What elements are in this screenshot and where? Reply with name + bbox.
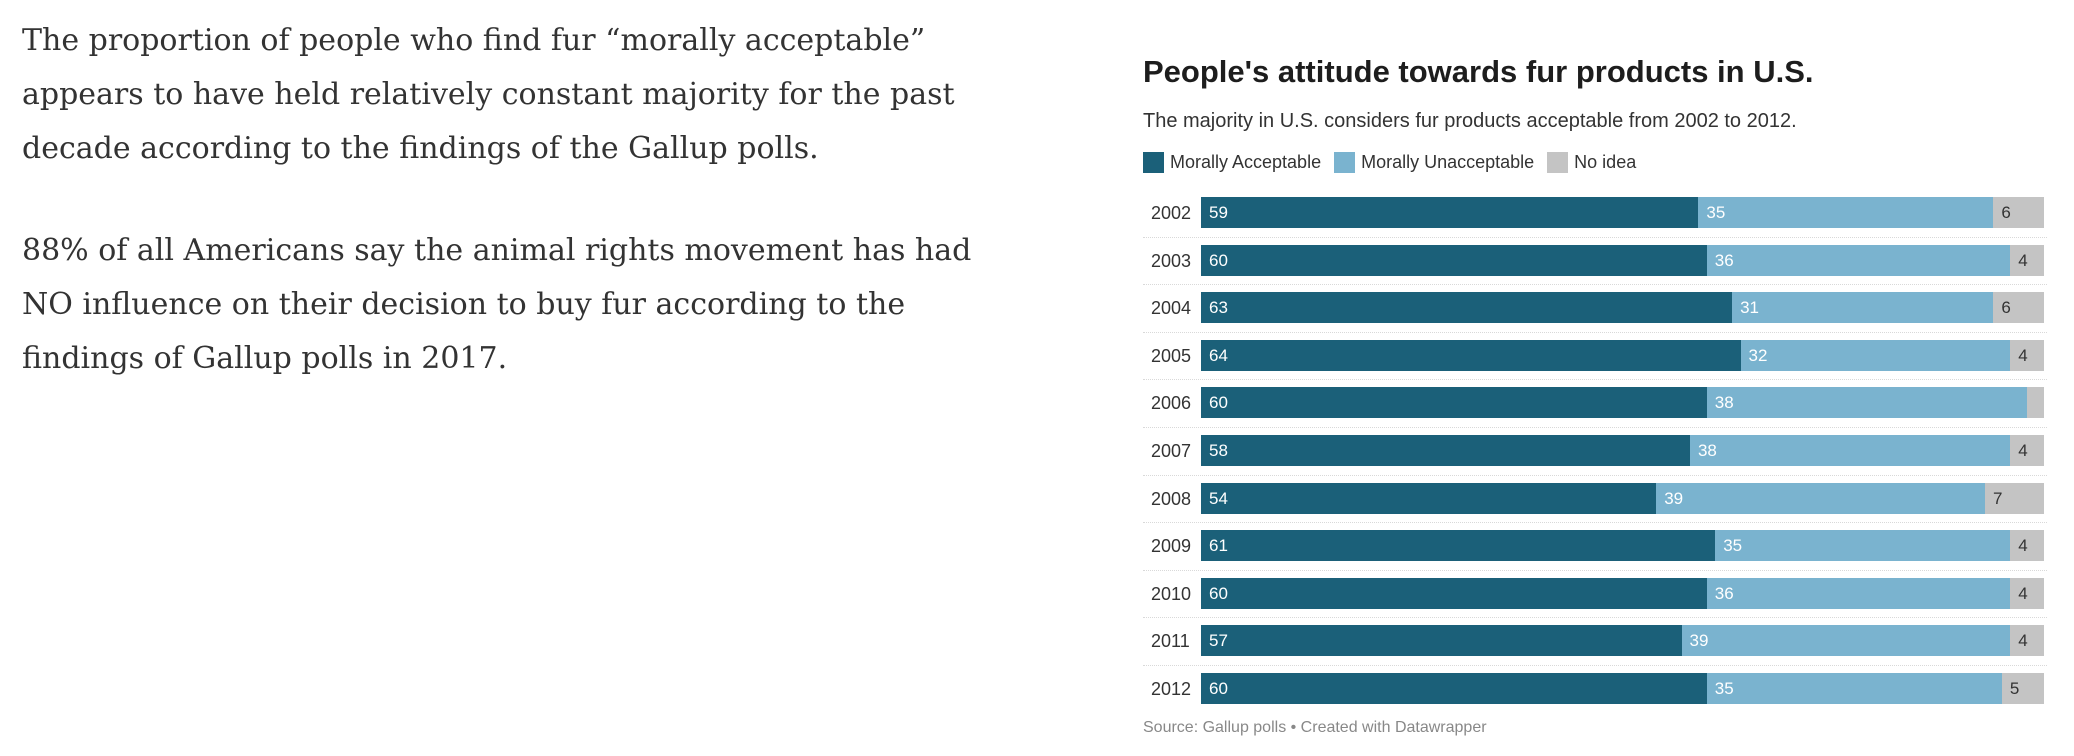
legend-item-2: No idea: [1547, 151, 1637, 173]
bar-segment-2007-2: 4: [2010, 434, 2044, 466]
bar-segment-2011-1: 39: [1681, 625, 2011, 657]
bar-segment-2004-1: 31: [1732, 292, 1994, 324]
bar-segment-2004-2: 6: [1993, 292, 2044, 324]
legend-label-0: Morally Acceptable: [1170, 151, 1322, 172]
stacked-bar-2012: 60 35 5: [1201, 672, 2044, 704]
bar-segment-2006-2: [2027, 387, 2044, 419]
category-label-2006: 2006: [1151, 393, 1192, 414]
stacked-bar-2005: 64 32 4: [1201, 339, 2044, 371]
chart-rows: 2002 59 35 6 2003 60 36 4 2004 63 31 6 2005 64 32 4 2006…: [1143, 190, 2047, 713]
bar-segment-2002-2: 6: [1993, 197, 2044, 228]
bar-segment-2010-1: 36: [1706, 577, 2011, 609]
bar-segment-2011-0: 57: [1201, 625, 1682, 657]
category-label-2011: 2011: [1151, 631, 1190, 652]
category-label-2009: 2009: [1151, 536, 1192, 557]
stacked-bar-2011: 57 39 4: [1201, 625, 2044, 657]
category-label-2002: 2002: [1151, 203, 1192, 223]
legend-item-0: Morally Acceptable: [1143, 151, 1322, 173]
bar-row-2012: 2012 60 35 5: [1143, 666, 2047, 713]
chart-title: People's attitude towards fur products i…: [1143, 54, 1814, 89]
bar-row-2007: 2007 58 38 4: [1143, 428, 2047, 476]
stacked-bar-2010: 60 36 4: [1201, 577, 2044, 609]
bar-row-2011: 2011 57 39 4: [1143, 618, 2047, 666]
bar-row-2006: 2006 60 38: [1143, 380, 2047, 428]
bar-segment-2002-0: 59: [1201, 197, 1699, 228]
bar-segment-2005-0: 64: [1201, 339, 1741, 371]
category-label-2010: 2010: [1151, 583, 1192, 604]
stacked-bar-2007: 58 38 4: [1201, 434, 2044, 466]
bar-row-2002: 2002 59 35 6: [1143, 190, 2047, 238]
bar-row-2009: 2009 61 35 4: [1143, 523, 2047, 571]
bar-segment-2009-0: 61: [1201, 530, 1716, 562]
stacked-bar-2004: 63 31 6: [1201, 292, 2044, 324]
stacked-bar-2002: 59 35 6: [1201, 197, 2044, 228]
bar-segment-2006-1: 38: [1706, 387, 2028, 419]
stacked-bar-chart: People's attitude towards fur products i…: [1143, 50, 2047, 750]
bar-segment-2008-1: 39: [1656, 482, 1985, 514]
bar-segment-2003-0: 60: [1201, 244, 1707, 276]
legend-swatch-1: [1334, 151, 1356, 173]
article-paragraph-2: 88% of all Americans say the animal righ…: [22, 233, 972, 376]
stacked-bar-2008: 54 39 7: [1201, 482, 2044, 514]
bar-row-2008: 2008 54 39 7: [1143, 476, 2047, 524]
bar-segment-2012-2: 5: [2001, 672, 2044, 704]
legend-swatch-0: [1143, 151, 1164, 173]
bar-segment-2002-1: 35: [1698, 197, 1994, 228]
category-label-2008: 2008: [1151, 488, 1192, 509]
bar-segment-2006-0: 60: [1201, 387, 1707, 419]
bar-segment-2007-1: 38: [1689, 434, 2011, 466]
category-label-2004: 2004: [1151, 298, 1192, 319]
category-label-2012: 2012: [1151, 678, 1192, 699]
legend-swatch-2: [1547, 151, 1569, 173]
bar-segment-2004-0: 63: [1201, 292, 1733, 324]
bar-row-2004: 2004 63 31 6: [1143, 285, 2047, 333]
bar-segment-2011-2: 4: [2010, 625, 2044, 657]
stacked-bar-2006: 60 38: [1201, 387, 2044, 419]
bar-segment-2012-1: 35: [1706, 672, 2002, 704]
legend-item-1: Morally Unacceptable: [1334, 151, 1535, 173]
bar-segment-2010-0: 60: [1201, 577, 1707, 609]
legend-label-1: Morally Unacceptable: [1361, 151, 1535, 172]
legend-label-2: No idea: [1574, 151, 1637, 172]
bar-segment-2003-2: 4: [2010, 244, 2044, 276]
bar-segment-2008-0: 54: [1201, 482, 1657, 514]
chart-subtitle: The majority in U.S. considers fur produ…: [1143, 110, 1797, 132]
category-label-2003: 2003: [1151, 250, 1192, 271]
category-label-2007: 2007: [1151, 440, 1192, 461]
bar-segment-2009-2: 4: [2010, 530, 2044, 562]
bar-row-2010: 2010 60 36 4: [1143, 571, 2047, 619]
stacked-bar-2009: 61 35 4: [1201, 530, 2044, 562]
bar-segment-2010-2: 4: [2010, 577, 2044, 609]
bar-segment-2009-1: 35: [1715, 530, 2011, 562]
stacked-bar-2003: 60 36 4: [1201, 244, 2044, 276]
bar-segment-2012-0: 60: [1201, 672, 1707, 704]
bar-segment-2003-1: 36: [1706, 244, 2011, 276]
article-text: The proportion of people who find fur “m…: [22, 14, 1022, 434]
bar-segment-2008-2: 7: [1984, 482, 2044, 514]
bar-row-2003: 2003 60 36 4: [1143, 238, 2047, 286]
bar-segment-2007-0: 58: [1201, 434, 1690, 466]
chart-legend: Morally Acceptable Morally Unacceptable No…: [1143, 151, 1649, 173]
bar-row-2005: 2005 64 32 4: [1143, 333, 2047, 381]
category-label-2005: 2005: [1151, 345, 1192, 366]
bar-segment-2005-2: 4: [2010, 339, 2044, 371]
article-paragraph-1: The proportion of people who find fur “m…: [22, 23, 955, 166]
chart-source: Source: Gallup polls • Created with Data…: [1143, 719, 1487, 736]
bar-segment-2005-1: 32: [1740, 339, 2011, 371]
